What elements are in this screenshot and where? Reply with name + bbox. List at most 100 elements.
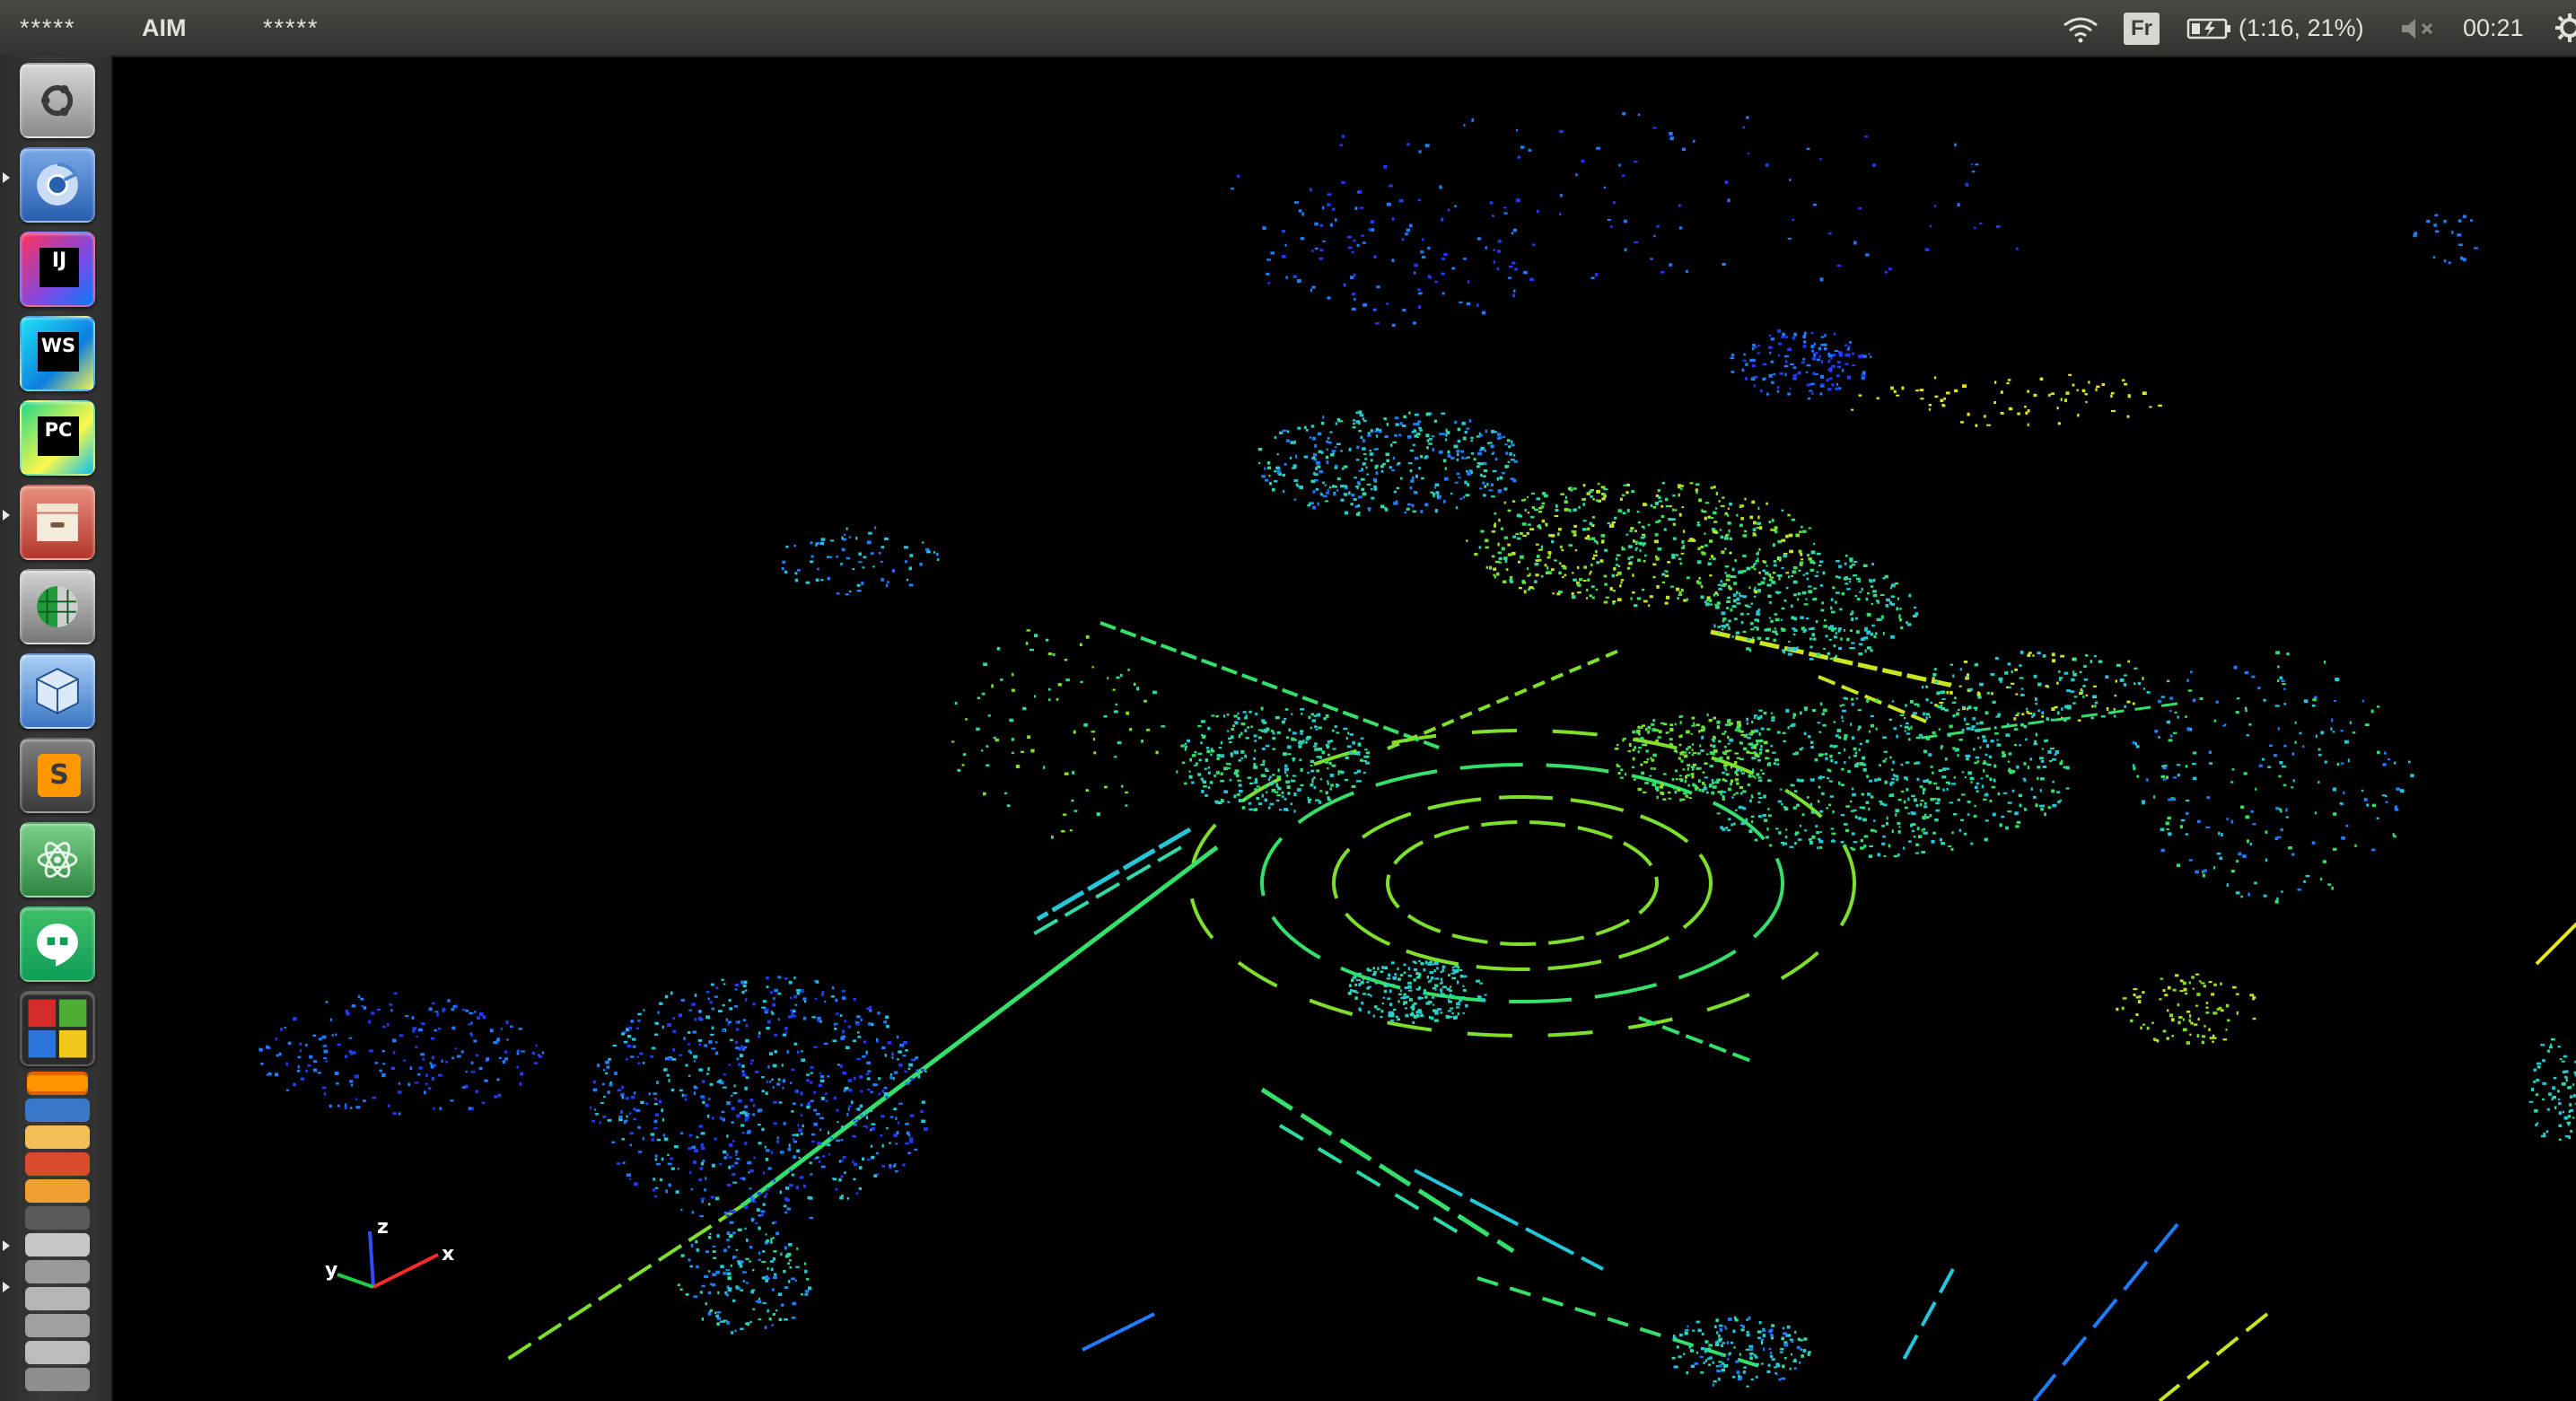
lidar-point <box>345 1055 348 1058</box>
lidar-point <box>1617 744 1619 747</box>
lidar-point <box>1457 1012 1459 1016</box>
lidar-point <box>1845 353 1851 357</box>
lidar-point <box>796 992 801 995</box>
lidar-point <box>1391 323 1396 328</box>
point-cloud-viewport[interactable]: z x y <box>113 57 2576 1401</box>
lidar-point <box>1700 595 1704 599</box>
launcher-item-chromium[interactable] <box>20 147 95 223</box>
launcher-item-pycharm[interactable]: PC <box>20 400 95 476</box>
battery-charging-icon[interactable] <box>2186 16 2233 41</box>
launcher-item-intellij-idea[interactable]: IJ <box>20 232 95 307</box>
lidar-point <box>668 1057 672 1061</box>
lidar-point <box>1888 844 1891 848</box>
lidar-point <box>1812 637 1817 641</box>
launcher-collapsed-stack[interactable] <box>23 1072 92 1395</box>
lidar-point <box>1958 685 1962 687</box>
lidar-point <box>1380 1015 1383 1019</box>
launcher-item-workspace-switcher[interactable] <box>20 991 95 1066</box>
launcher-item-file-archiver[interactable] <box>20 485 95 560</box>
lidar-point <box>1513 460 1518 463</box>
lidar-point <box>1841 767 1844 771</box>
lidar-point <box>1801 558 1804 561</box>
lidar-point <box>2019 664 2022 667</box>
lidar-point <box>1318 726 1322 730</box>
lidar-point <box>1736 726 1740 730</box>
lidar-point <box>1448 974 1450 977</box>
lidar-point <box>1713 486 1716 489</box>
lidar-point <box>323 1057 327 1060</box>
lidar-point <box>1354 504 1359 508</box>
lidar-point <box>1143 699 1147 703</box>
window-menu-left[interactable]: ***** <box>20 14 76 41</box>
lidar-point <box>2528 1100 2534 1103</box>
lidar-point <box>1812 598 1818 601</box>
launcher-item-sublime-text[interactable]: S <box>20 738 95 813</box>
lidar-point <box>1800 1339 1803 1342</box>
lidar-point <box>521 1050 525 1053</box>
launcher-item-globe-app[interactable] <box>20 569 95 644</box>
lidar-point <box>1310 784 1314 787</box>
lidar-point <box>1356 751 1361 754</box>
lidar-point <box>1234 721 1238 723</box>
lidar-point <box>1322 495 1327 498</box>
lidar-point <box>1771 719 1775 722</box>
window-menu-right[interactable]: ***** <box>263 14 320 41</box>
lidar-point <box>811 1140 815 1143</box>
clock[interactable]: 00:21 <box>2463 14 2524 41</box>
battery-status[interactable]: (1:16, 21%) <box>2239 14 2364 41</box>
lidar-point <box>1427 963 1432 966</box>
lidar-point <box>1284 764 1288 768</box>
lidar-point <box>2377 705 2380 708</box>
lidar-point <box>1743 1366 1747 1369</box>
lidar-point <box>1249 710 1252 714</box>
lidar-point <box>1573 487 1577 490</box>
lidar-point <box>1818 355 1821 358</box>
lidar-point <box>1274 435 1277 439</box>
lidar-point <box>1383 164 1388 169</box>
lidar-point <box>1438 994 1441 996</box>
launcher-item-hangouts[interactable] <box>20 906 95 982</box>
lidar-point <box>1661 481 1666 485</box>
lidar-point <box>1975 756 1980 759</box>
lidar-point <box>1247 726 1250 729</box>
lidar-point <box>284 1027 287 1029</box>
lidar-point <box>1421 997 1424 999</box>
lidar-point <box>2096 385 2100 389</box>
lidar-point <box>1424 457 1428 460</box>
lidar-point <box>1783 651 1786 654</box>
running-indicator <box>3 1282 10 1292</box>
gear-icon[interactable] <box>2554 13 2576 43</box>
lidar-point <box>693 1295 698 1299</box>
wifi-icon[interactable] <box>2061 14 2100 43</box>
lidar-point <box>1513 228 1517 232</box>
lidar-point <box>1989 799 1993 802</box>
lidar-point <box>1739 594 1743 598</box>
lidar-point <box>1838 354 1844 357</box>
lidar-point <box>1793 332 1797 337</box>
lidar-point <box>1478 462 1484 466</box>
lidar-point <box>1753 383 1756 388</box>
lidar-point <box>1650 503 1653 507</box>
lidar-point <box>1360 435 1363 439</box>
lidar-point <box>866 1007 871 1010</box>
volume-muted-icon[interactable] <box>2400 16 2440 41</box>
lidar-point <box>1754 586 1757 590</box>
launcher-item-ubuntu-dash[interactable] <box>20 63 95 138</box>
lidar-point <box>935 552 939 556</box>
lidar-point <box>2280 828 2283 831</box>
launcher-item-virtualbox[interactable] <box>20 653 95 729</box>
lidar-point <box>1714 781 1720 784</box>
launcher-item-atom[interactable] <box>20 822 95 898</box>
lidar-point <box>1576 581 1580 585</box>
launcher-item-webstorm[interactable]: WS <box>20 316 95 391</box>
lidar-point <box>1652 575 1656 579</box>
lidar-point <box>719 1116 723 1120</box>
lidar-point <box>1847 769 1851 773</box>
keyboard-layout-indicator[interactable]: Fr <box>2124 13 2160 45</box>
lidar-point <box>626 1045 632 1047</box>
lidar-point <box>1310 288 1312 293</box>
lidar-point <box>1056 698 1059 701</box>
lidar-point <box>1725 574 1730 578</box>
lidar-point <box>1288 728 1292 732</box>
lidar-point <box>1973 814 1977 818</box>
